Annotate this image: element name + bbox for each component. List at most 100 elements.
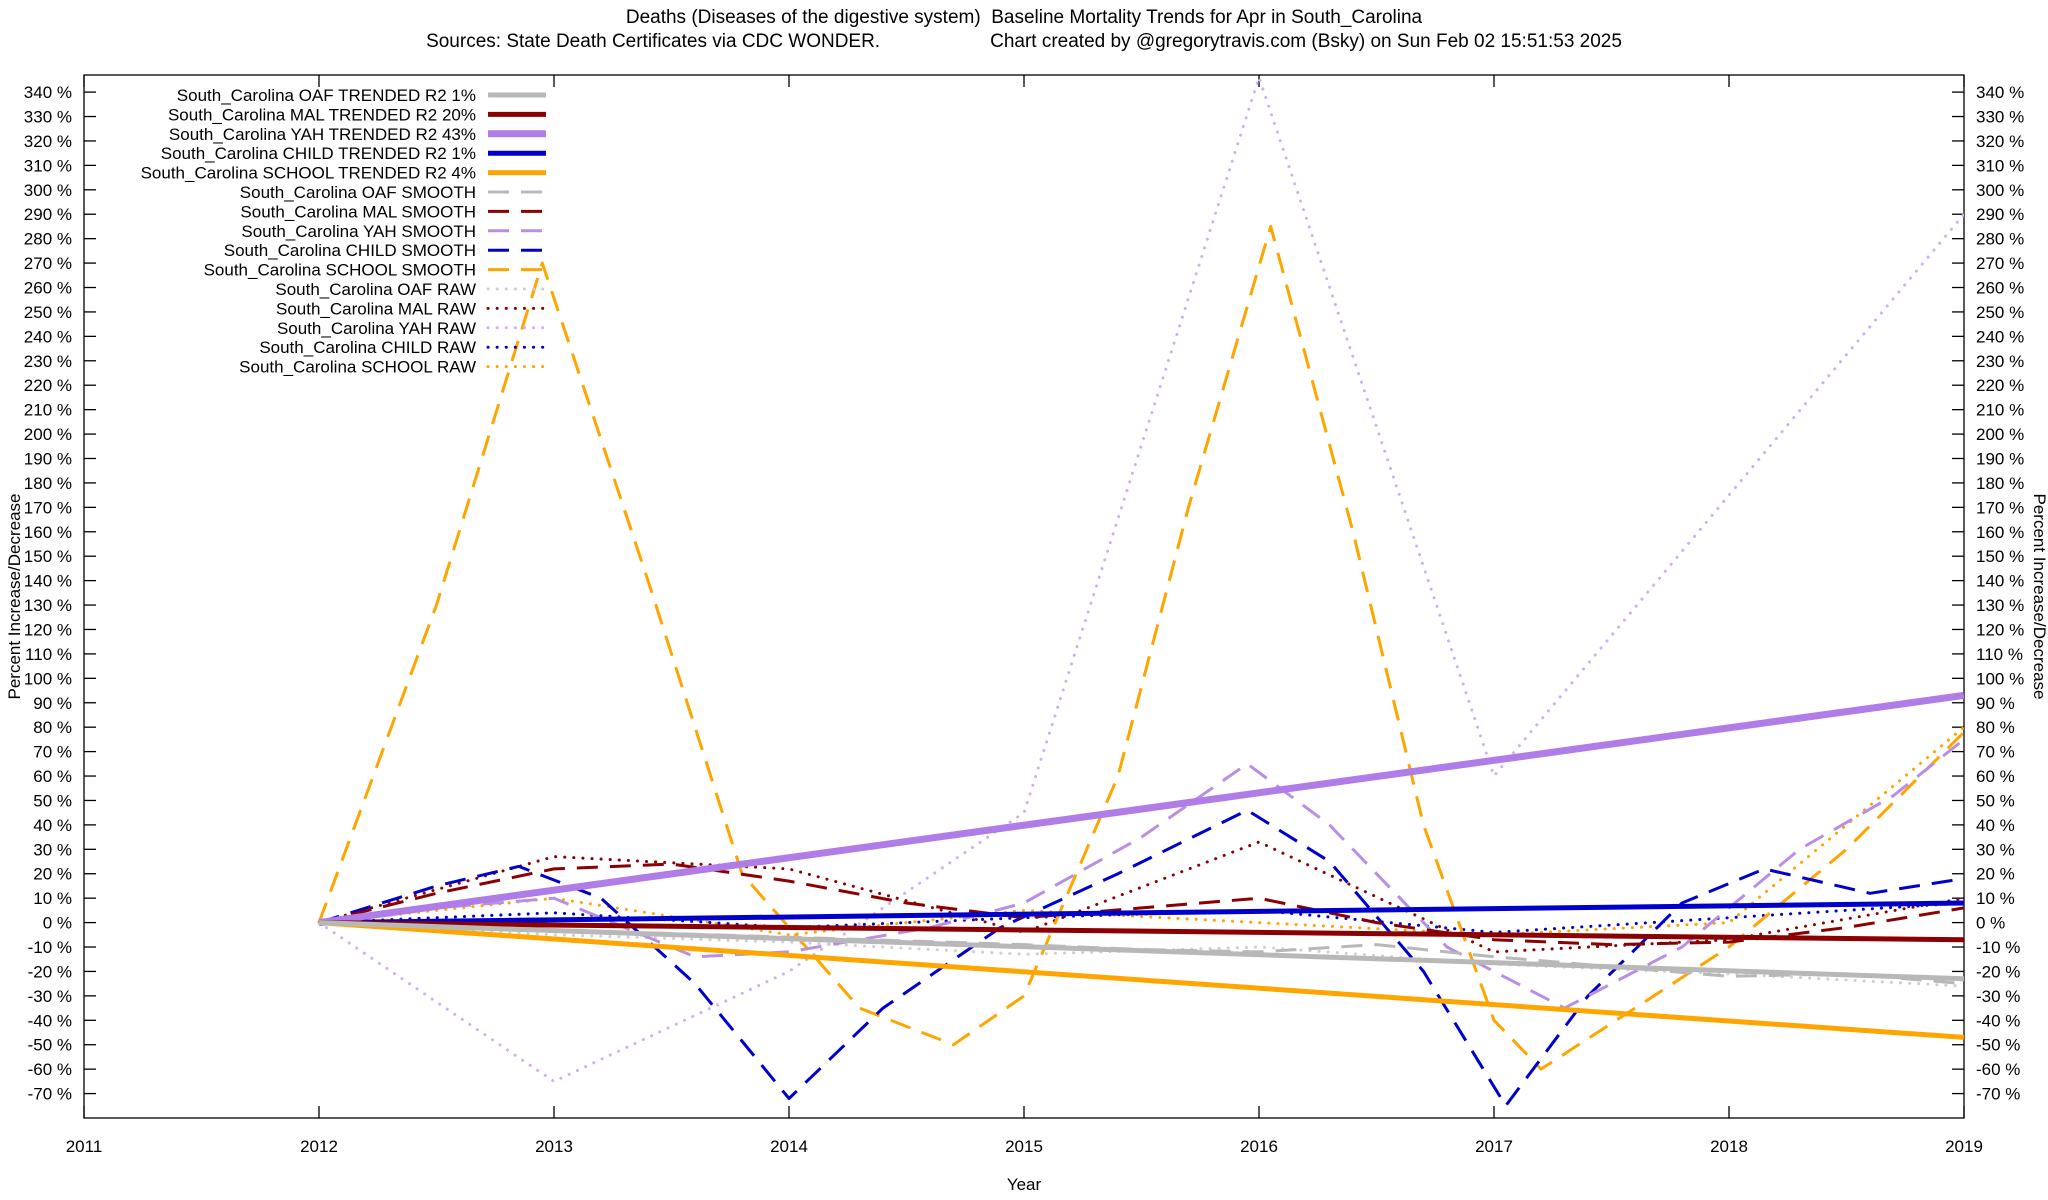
y-tick-label-left: -70 % <box>28 1085 72 1104</box>
y-tick-label-left: 30 % <box>33 840 72 859</box>
y-tick-label-right: 250 % <box>1976 303 2024 322</box>
y-tick-label-left: 150 % <box>24 547 72 566</box>
y-tick-label-right: 180 % <box>1976 474 2024 493</box>
series-line-school-trended <box>318 920 1964 1040</box>
y-tick-label-right: 0 % <box>1976 914 2005 933</box>
y-tick-label-left: 50 % <box>33 791 72 810</box>
y-tick-label-right: 80 % <box>1976 718 2015 737</box>
y-tick-label-left: 320 % <box>24 132 72 151</box>
series-line-oaf-trended <box>318 920 1964 982</box>
y-tick-label-left: 70 % <box>33 743 72 762</box>
y-tick-label-right: 220 % <box>1976 376 2024 395</box>
y-tick-label-right: 310 % <box>1976 156 2024 175</box>
series-group <box>317 75 1964 1108</box>
x-tick-label: 2017 <box>1475 1137 1513 1156</box>
legend-label-mal-smooth: South_Carolina MAL SMOOTH <box>240 202 476 221</box>
y-tick-label-left: 310 % <box>24 156 72 175</box>
y-tick-label-left: 40 % <box>33 816 72 835</box>
y-axis-title-left: Percent Increase/Decrease <box>5 494 24 700</box>
series-line-mal-trended <box>318 920 1964 943</box>
x-tick-label: 2012 <box>300 1137 338 1156</box>
legend-label-oaf-trended: South_Carolina OAF TRENDED R2 1% <box>177 86 476 105</box>
y-tick-label-left: 100 % <box>24 669 72 688</box>
legend-label-oaf-smooth: South_Carolina OAF SMOOTH <box>240 183 476 202</box>
axis-labels: -70 % -70 % -60 % -60 % -50 % -50 % -40 % -40 %… <box>5 83 2048 1194</box>
y-tick-label-left: 10 % <box>33 889 72 908</box>
legend-label-child-raw: South_Carolina CHILD RAW <box>259 338 476 357</box>
x-tick-label: 2014 <box>770 1137 808 1156</box>
y-tick-label-right: 120 % <box>1976 620 2024 639</box>
y-tick-label-left: 300 % <box>24 181 72 200</box>
y-tick-label-right: 280 % <box>1976 230 2024 249</box>
page-title: Deaths (Diseases of the digestive system… <box>625 7 1423 28</box>
y-tick-label-right: 320 % <box>1976 132 2024 151</box>
y-tick-label-right: 50 % <box>1976 791 2015 810</box>
y-tick-label-right: 140 % <box>1976 572 2024 591</box>
x-tick-label: 2018 <box>1710 1137 1748 1156</box>
y-tick-label-left: -10 % <box>28 938 72 957</box>
y-tick-label-right: 130 % <box>1976 596 2024 615</box>
y-tick-label-left: 140 % <box>24 572 72 591</box>
y-tick-label-left: 340 % <box>24 83 72 102</box>
y-tick-label-right: -50 % <box>1976 1036 2020 1055</box>
legend-label-child-trended: South_Carolina CHILD TRENDED R2 1% <box>161 144 476 163</box>
y-tick-label-left: 270 % <box>24 254 72 273</box>
y-tick-label-right: 10 % <box>1976 889 2015 908</box>
series-line-oaf-raw <box>317 921 1964 988</box>
y-tick-label-right: 160 % <box>1976 523 2024 542</box>
y-tick-label-left: 90 % <box>33 694 72 713</box>
y-tick-label-right: -40 % <box>1976 1011 2020 1030</box>
y-tick-label-left: 260 % <box>24 279 72 298</box>
series-line-child-smooth <box>318 808 1964 1108</box>
legend-label-oaf-raw: South_Carolina OAF RAW <box>275 280 476 299</box>
y-tick-label-left: 0 % <box>43 914 72 933</box>
series-line-school-smooth <box>317 224 1964 1071</box>
y-tick-label-left: 250 % <box>24 303 72 322</box>
y-tick-label-right: 190 % <box>1976 449 2024 468</box>
y-tick-label-right: 210 % <box>1976 401 2024 420</box>
axes <box>83 74 1965 1119</box>
y-axis-title-right: Percent Increase/Decrease <box>2030 494 2048 700</box>
y-tick-label-right: 260 % <box>1976 279 2024 298</box>
y-tick-label-right: 40 % <box>1976 816 2015 835</box>
y-tick-label-left: 160 % <box>24 523 72 542</box>
x-axis-title: Year <box>1007 1175 1042 1194</box>
y-tick-label-right: 170 % <box>1976 498 2024 517</box>
y-tick-label-left: 190 % <box>24 449 72 468</box>
y-tick-label-left: -50 % <box>28 1036 72 1055</box>
y-tick-label-left: 120 % <box>24 620 72 639</box>
x-tick-label: 2019 <box>1945 1137 1983 1156</box>
y-tick-label-left: 280 % <box>24 230 72 249</box>
legend: South_Carolina OAF TRENDED R2 1% South_Ca… <box>141 86 548 377</box>
y-tick-label-right: 270 % <box>1976 254 2024 273</box>
y-tick-label-right: 110 % <box>1976 645 2023 664</box>
x-tick-label: 2011 <box>66 1137 103 1156</box>
y-tick-label-right: 60 % <box>1976 767 2015 786</box>
chart-header: Deaths (Diseases of the digestive system… <box>0 6 2048 54</box>
y-tick-label-left: -40 % <box>28 1011 72 1030</box>
y-tick-label-left: 290 % <box>24 205 72 224</box>
y-tick-label-left: 230 % <box>24 352 72 371</box>
y-tick-label-right: 20 % <box>1976 865 2015 884</box>
x-tick-label: 2015 <box>1005 1137 1043 1156</box>
y-tick-label-left: 180 % <box>24 474 72 493</box>
y-tick-label-right: -10 % <box>1976 938 2020 957</box>
y-tick-label-right: 150 % <box>1976 547 2024 566</box>
legend-label-yah-trended: South_Carolina YAH TRENDED R2 43% <box>169 125 476 144</box>
y-tick-label-right: 70 % <box>1976 743 2015 762</box>
y-tick-label-right: 340 % <box>1976 83 2024 102</box>
legend-label-yah-smooth: South_Carolina YAH SMOOTH <box>241 222 476 241</box>
y-tick-label-left: 210 % <box>24 401 72 420</box>
series-line-yah-trended <box>318 691 1964 927</box>
legend-label-child-smooth: South_Carolina CHILD SMOOTH <box>224 241 476 260</box>
y-tick-label-right: 240 % <box>1976 327 2024 346</box>
legend-label-yah-raw: South_Carolina YAH RAW <box>277 319 476 338</box>
series-line-yah-smooth <box>318 738 1964 1010</box>
series-line-school-raw <box>317 725 1964 937</box>
y-tick-label-right: 230 % <box>1976 352 2024 371</box>
y-tick-label-right: 100 % <box>1976 669 2024 688</box>
y-tick-label-right: -20 % <box>1976 962 2020 981</box>
y-tick-label-left: -30 % <box>28 987 72 1006</box>
chart-source-note: Sources: State Death Certificates via CD… <box>426 31 881 52</box>
